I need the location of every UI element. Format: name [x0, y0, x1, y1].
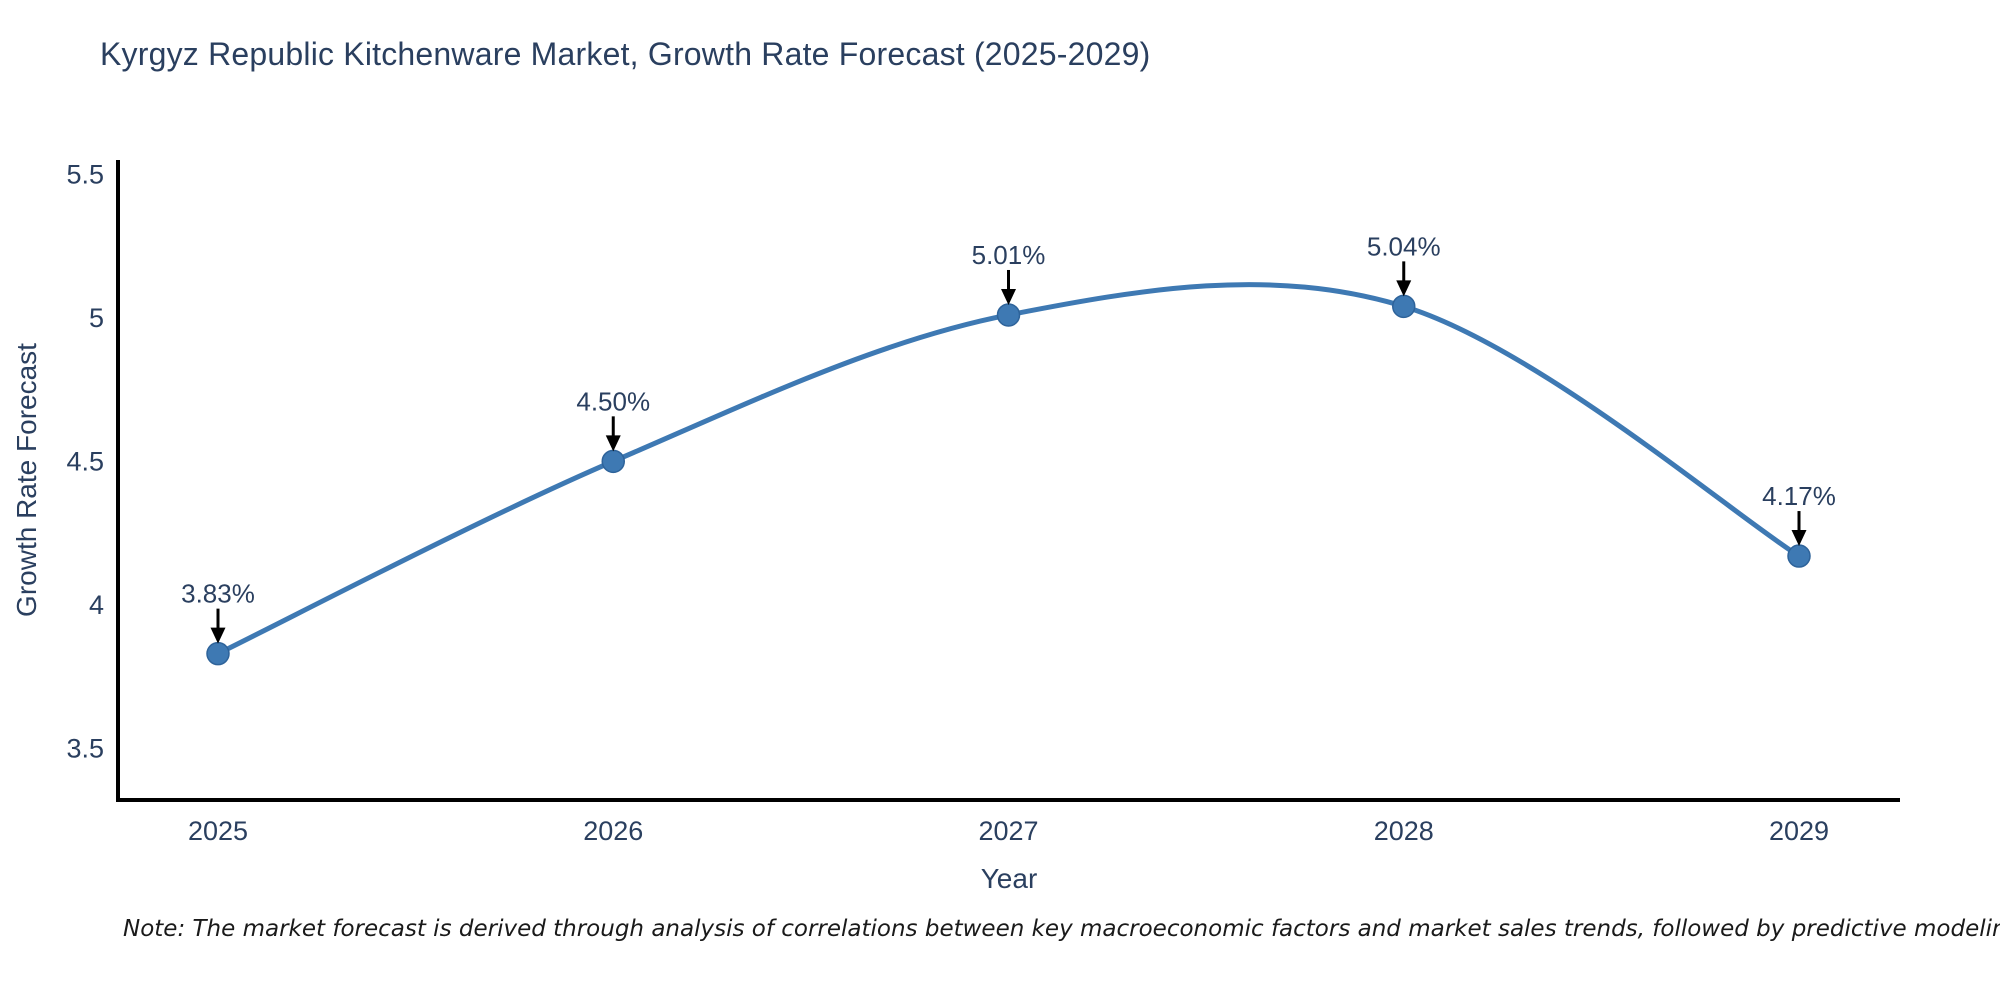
note-text: Note: The market forecast is derived thr…: [123, 916, 2000, 942]
y-tick-label: 3.5: [66, 733, 104, 763]
chart-title: Kyrgyz Republic Kitchenware Market, Grow…: [100, 36, 1151, 72]
data-point-marker: [601, 449, 625, 474]
data-point-marker: [996, 303, 1021, 327]
series-line: [215, 282, 1802, 657]
point-annotation-label: 4.50%: [576, 386, 650, 416]
x-tick-label: 2026: [583, 816, 643, 846]
point-annotation-label: 5.04%: [1367, 231, 1441, 261]
plot-area: 5.5 5 4.5 4 3.5 2025 2026 2027 2028 2029 Growth Ra…: [11, 159, 1900, 894]
x-axis-title: Year: [981, 863, 1038, 894]
y-tick-label: 5.5: [66, 159, 104, 189]
data-point-marker: [1392, 294, 1416, 319]
y-tick-label: 4.5: [66, 446, 104, 476]
point-annotation-label: 4.17%: [1762, 481, 1836, 511]
annotation-arrow-head: [1791, 530, 1807, 547]
annotation-arrow-head: [210, 627, 226, 644]
data-point-marker: [206, 641, 230, 666]
y-axis-title: Growth Rate Forecast: [11, 343, 42, 617]
x-tick-label: 2028: [1374, 816, 1434, 846]
x-tick-label: 2027: [978, 816, 1038, 846]
annotation-arrow-head: [1396, 280, 1412, 297]
x-tick-label: 2025: [188, 816, 248, 846]
x-tick-label: 2029: [1769, 816, 1829, 846]
annotation-arrow-head: [1001, 288, 1016, 305]
point-annotation-label: 5.01%: [972, 240, 1046, 270]
point-annotation-label: 3.83%: [181, 579, 255, 609]
annotation-arrow-head: [605, 435, 621, 452]
y-tick-label: 5: [89, 303, 104, 333]
y-tick-label: 4: [89, 590, 104, 620]
data-point-marker: [1787, 544, 1811, 568]
